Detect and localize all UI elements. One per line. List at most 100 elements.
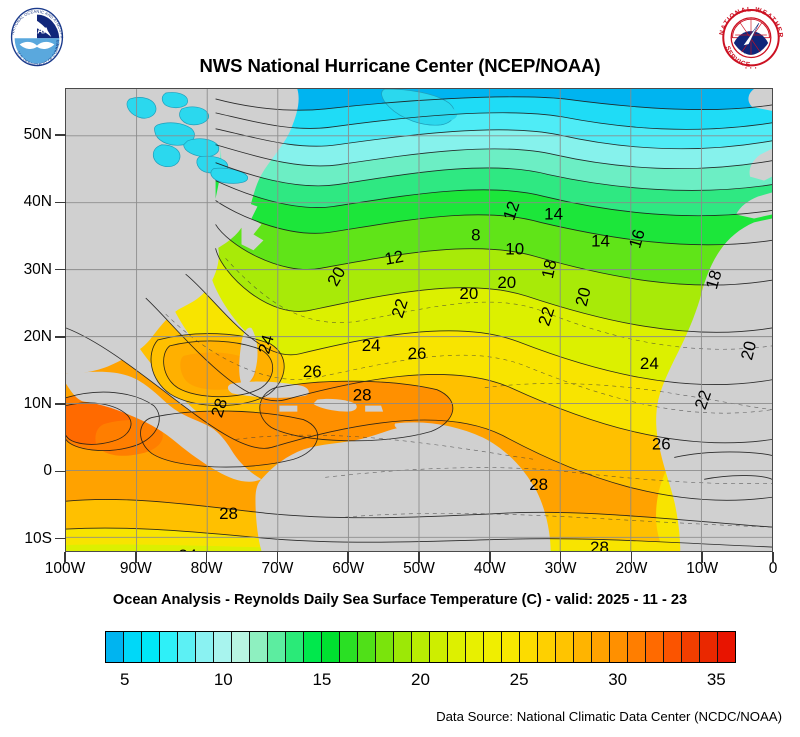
noaa-logo: NOAA NATIONAL OCEANIC AND ATMOSPHERIC U.… <box>6 6 64 67</box>
contour-label: 20 <box>737 339 760 362</box>
nws-logo: NATIONAL WEATHER SERVICE · · · <box>718 6 782 72</box>
y-axis-tick-40N: 40N <box>23 193 52 211</box>
contour-label: 22 <box>388 296 412 320</box>
contour-label: 26 <box>408 344 427 363</box>
contour-label: 12 <box>383 247 405 269</box>
x-tick-mark <box>205 552 208 563</box>
contour-label: 24 <box>254 333 277 356</box>
colorbar-swatch <box>232 632 250 662</box>
contour-label: 28 <box>529 475 548 494</box>
contour-label: 28 <box>207 396 231 420</box>
colorbar-swatch <box>124 632 142 662</box>
colorbar-swatch <box>448 632 466 662</box>
x-tick-mark <box>276 552 279 563</box>
y-axis-tick-10S: 10S <box>24 529 52 547</box>
contour-label: 24 <box>640 354 659 373</box>
colorbar-swatch <box>142 632 160 662</box>
sst-map-plot[interactable]: 8 10 12 12 14 14 16 18 18 20 20 20 20 20 22 22 22 24 24 24 2… <box>65 88 773 552</box>
y-axis-tick-0: 0 <box>43 462 52 480</box>
contour-label: 24 <box>178 546 197 551</box>
x-axis-tick-10W: 10W <box>686 560 719 577</box>
colorbar-swatch <box>430 632 448 662</box>
map-caption: Ocean Analysis - Reynolds Daily Sea Surf… <box>112 592 688 608</box>
contour-label: 8 <box>471 225 480 244</box>
contour-label: 18 <box>538 258 561 280</box>
colorbar-tick-15: 15 <box>312 670 332 689</box>
colorbar-swatch <box>718 632 735 662</box>
colorbar-tick-25: 25 <box>509 670 529 689</box>
y-axis-tick-50N: 50N <box>23 126 52 144</box>
x-axis-tick-20W: 20W <box>615 560 648 577</box>
contour-label: 26 <box>652 434 671 453</box>
contour-label: 18 <box>702 268 725 291</box>
x-tick-mark <box>701 552 703 563</box>
x-axis-tick-40W: 40W <box>473 560 506 577</box>
colorbar-swatch <box>340 632 358 662</box>
contour-label: 14 <box>591 231 610 250</box>
x-tick-mark <box>489 552 491 563</box>
x-axis-tick-70W: 70W <box>261 560 294 577</box>
y-axis-tick-10N: 10N <box>23 395 52 413</box>
colorbar-tick-35: 35 <box>706 670 726 689</box>
x-tick-mark <box>347 552 349 563</box>
y-axis-tick-20N: 20N <box>23 327 52 345</box>
colorbar-swatch <box>358 632 376 662</box>
colorbar[interactable] <box>105 631 736 663</box>
x-tick-mark <box>64 552 66 563</box>
colorbar-swatch <box>160 632 178 662</box>
colorbar-swatch <box>268 632 286 662</box>
colorbar-swatch <box>700 632 718 662</box>
contour-label: 20 <box>497 273 516 292</box>
colorbar-swatch <box>556 632 574 662</box>
contour-label: 10 <box>505 239 524 258</box>
colorbar-swatch <box>214 632 232 662</box>
colorbar-swatch <box>610 632 628 662</box>
svg-text:· · ·: · · · <box>745 64 757 72</box>
x-axis-tick-50W: 50W <box>403 560 435 577</box>
colorbar-swatch <box>178 632 196 662</box>
colorbar-swatch <box>646 632 664 662</box>
colorbar-tick-10: 10 <box>213 670 233 689</box>
colorbar-swatch <box>250 632 268 662</box>
colorbar-swatch <box>628 632 646 662</box>
x-axis-tick-80W: 80W <box>190 560 223 577</box>
x-tick-mark <box>559 552 562 563</box>
colorbar-swatch <box>574 632 592 662</box>
colorbar-swatch <box>664 632 682 662</box>
colorbar-swatch <box>484 632 502 662</box>
contour-label: 24 <box>362 336 381 355</box>
contour-label: 14 <box>544 204 563 223</box>
colorbar-swatch <box>466 632 484 662</box>
contour-label: 28 <box>219 504 238 523</box>
svg-text:NOAA: NOAA <box>25 26 49 35</box>
colorbar-swatch <box>394 632 412 662</box>
colorbar-tick-30: 30 <box>608 670 628 689</box>
colorbar-tick-20: 20 <box>411 670 430 689</box>
x-axis-tick-30W: 30W <box>544 560 577 577</box>
colorbar-swatch <box>502 632 520 662</box>
colorbar-swatch <box>106 632 124 662</box>
x-axis-tick-100W: 100W <box>44 560 86 577</box>
x-axis-tick-60W: 60W <box>332 560 365 577</box>
data-source-note: Data Source: National Climatic Data Cent… <box>436 709 782 724</box>
x-tick-mark <box>418 552 420 563</box>
x-axis-tick-0: 0 <box>768 560 778 577</box>
colorbar-swatch <box>286 632 304 662</box>
colorbar-swatch <box>304 632 322 662</box>
contour-label: 26 <box>303 362 322 381</box>
colorbar-swatch <box>322 632 340 662</box>
x-axis-tick-90W: 90W <box>119 560 152 577</box>
colorbar-swatch <box>538 632 556 662</box>
colorbar-swatch <box>376 632 394 662</box>
contour-label: 12 <box>500 199 524 223</box>
page-title: NWS National Hurricane Center (NCEP/NOAA… <box>199 55 601 76</box>
colorbar-swatch <box>520 632 538 662</box>
colorbar-swatch <box>592 632 610 662</box>
contour-label: 28 <box>353 386 372 405</box>
colorbar-swatch <box>196 632 214 662</box>
colorbar-swatch <box>682 632 700 662</box>
colorbar-swatch <box>412 632 430 662</box>
